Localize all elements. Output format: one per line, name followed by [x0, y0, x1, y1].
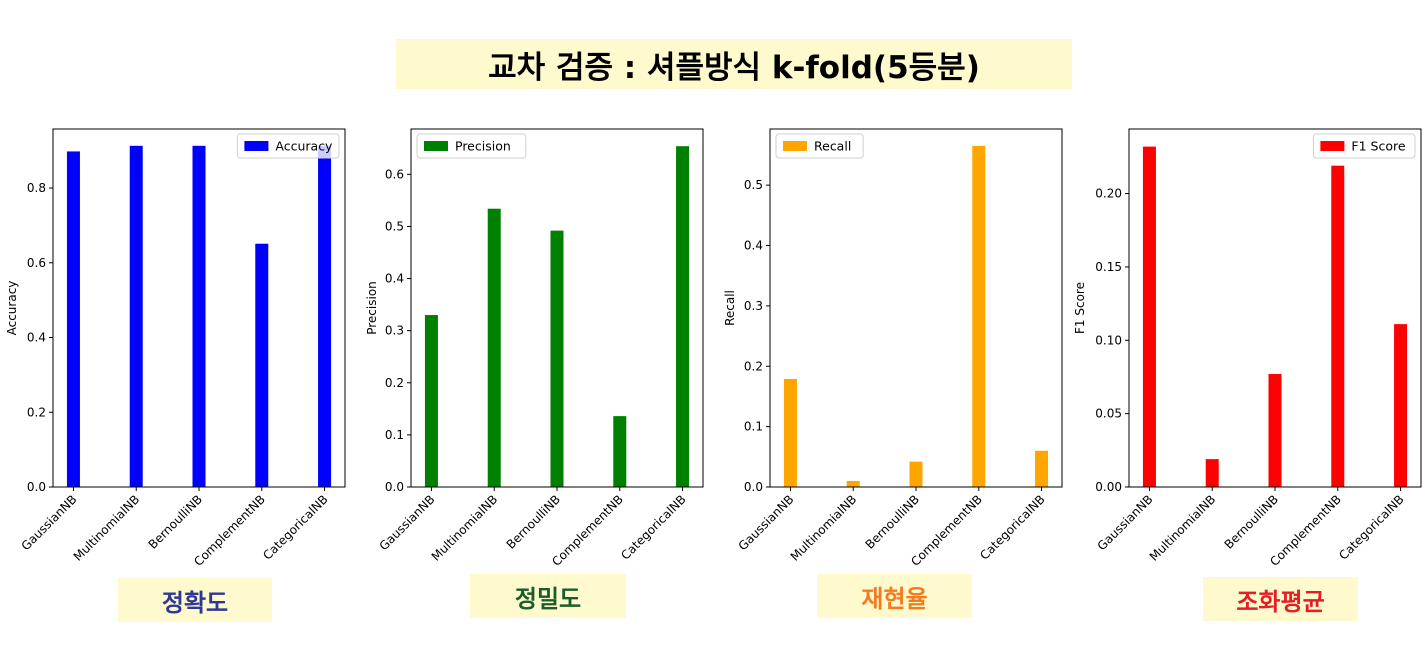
caption-f1: 조화평균 — [1203, 577, 1358, 621]
bar-complementnb — [255, 243, 269, 487]
y-tick-label: 0.5 — [385, 219, 404, 233]
bar-bernoullinb — [1268, 374, 1282, 487]
bar-multinomialnb — [846, 480, 860, 487]
caption-precision-label: 정밀도 — [514, 584, 582, 613]
x-tick-label: CategoricalNB — [1336, 492, 1406, 562]
y-axis-label: Precision — [365, 281, 379, 335]
bar-multinomialnb — [1205, 459, 1219, 487]
caption-recall: 재현율 — [817, 574, 972, 618]
bar-categoricalnb — [676, 146, 690, 487]
x-tick-label: MultinomialNB — [788, 492, 860, 564]
x-tick-label: GaussianNB — [1095, 492, 1156, 553]
legend: Precision — [416, 133, 527, 159]
y-tick-label: 0.6 — [27, 256, 46, 270]
x-tick-label: CategoricalNB — [977, 492, 1047, 562]
caption-accuracy: 정확도 — [118, 578, 272, 622]
legend-swatch — [783, 141, 807, 151]
bar-gaussiannb — [66, 151, 80, 488]
x-tick-label: BernoulliNB — [146, 492, 205, 551]
y-tick-label: 0.2 — [385, 376, 404, 390]
legend-swatch — [1320, 141, 1345, 151]
caption-precision: 정밀도 — [470, 574, 626, 618]
bar-bernoullinb — [550, 230, 564, 487]
y-tick-label: 0.5 — [744, 178, 763, 192]
x-tick-label: BernoulliNB — [863, 492, 922, 551]
y-tick-label: 0.3 — [744, 299, 763, 313]
legend-label: Recall — [814, 139, 851, 154]
caption-recall-label: 재현율 — [861, 584, 928, 613]
bar-gaussiannb — [424, 315, 438, 487]
x-tick-label: GaussianNB — [736, 492, 797, 553]
bar-multinomialnb — [487, 208, 501, 488]
plot-frame — [769, 128, 1063, 488]
y-axis-label: F1 Score — [1073, 282, 1087, 334]
bar-categoricalnb — [318, 145, 332, 487]
caption-f1-label: 조화평균 — [1236, 587, 1325, 616]
y-tick-label: 0.20 — [1095, 187, 1122, 201]
x-tick-label: BernoulliNB — [1222, 492, 1281, 551]
chart-recall: 0.0 0.1 0.2 0.3 0.4 0.5 GaussianNBMultinomialN… — [723, 128, 1063, 569]
y-tick-label: 0.2 — [27, 405, 46, 419]
chart-f1: 0.00 0.05 0.10 0.15 0.20 GaussianNBMultinomia… — [1073, 128, 1422, 569]
y-tick-label: 0.1 — [744, 420, 763, 434]
bar-gaussiannb — [1142, 146, 1156, 487]
legend-label: Accuracy — [275, 139, 333, 154]
x-tick-label: CategoricalNB — [618, 492, 688, 562]
bar-bernoullinb — [909, 461, 923, 487]
y-axis-label: Accuracy — [5, 281, 19, 336]
x-tick-label: MultinomialNB — [429, 492, 501, 564]
bar-bernoullinb — [192, 145, 206, 487]
legend: Recall — [775, 133, 864, 159]
y-tick-label: 0.0 — [744, 480, 763, 494]
legend: F1 Score — [1312, 133, 1416, 159]
y-tick-label: 0.6 — [385, 167, 404, 181]
x-tick-label: GaussianNB — [19, 492, 80, 553]
legend-label: F1 Score — [1351, 139, 1405, 154]
bar-categoricalnb — [1035, 450, 1049, 487]
y-tick-label: 0.00 — [1095, 480, 1122, 494]
y-tick-label: 0.3 — [385, 324, 404, 338]
y-tick-label: 0.0 — [385, 480, 404, 494]
page-title: 교차 검증 : 셔플방식 k-fold(5등분) — [488, 49, 980, 86]
x-tick-label: BernoulliNB — [504, 492, 563, 551]
x-tick-label: GaussianNB — [377, 492, 438, 553]
y-tick-label: 0.8 — [27, 181, 46, 195]
bar-gaussiannb — [783, 378, 797, 487]
legend-swatch — [424, 141, 448, 151]
caption-accuracy-label: 정확도 — [161, 588, 229, 617]
page-title-box: 교차 검증 : 셔플방식 k-fold(5등분) — [396, 39, 1072, 89]
chart-precision: 0.0 0.1 0.2 0.3 0.4 0.5 0.6 GaussianNBMultinomi… — [365, 128, 704, 569]
x-tick-label: MultinomialNB — [71, 492, 143, 564]
legend-label: Precision — [455, 139, 511, 154]
y-tick-label: 0.10 — [1095, 333, 1122, 347]
bar-complementnb — [972, 145, 986, 488]
bar-categoricalnb — [1394, 324, 1408, 487]
bar-complementnb — [613, 416, 627, 487]
y-tick-label: 0.4 — [385, 272, 404, 286]
y-tick-label: 0.05 — [1095, 407, 1122, 421]
bar-complementnb — [1331, 165, 1345, 487]
y-tick-label: 0.15 — [1095, 260, 1122, 274]
y-axis-label: Recall — [723, 290, 737, 326]
y-tick-label: 0.4 — [27, 331, 46, 345]
y-tick-label: 0.2 — [744, 359, 763, 373]
bar-multinomialnb — [129, 145, 143, 487]
legend-swatch — [244, 141, 269, 151]
legend: Accuracy — [236, 133, 340, 159]
y-tick-label: 0.0 — [27, 480, 46, 494]
y-tick-label: 0.1 — [385, 428, 404, 442]
x-tick-label: MultinomialNB — [1147, 492, 1219, 564]
x-tick-label: CategoricalNB — [260, 492, 330, 562]
y-tick-label: 0.4 — [744, 239, 763, 253]
